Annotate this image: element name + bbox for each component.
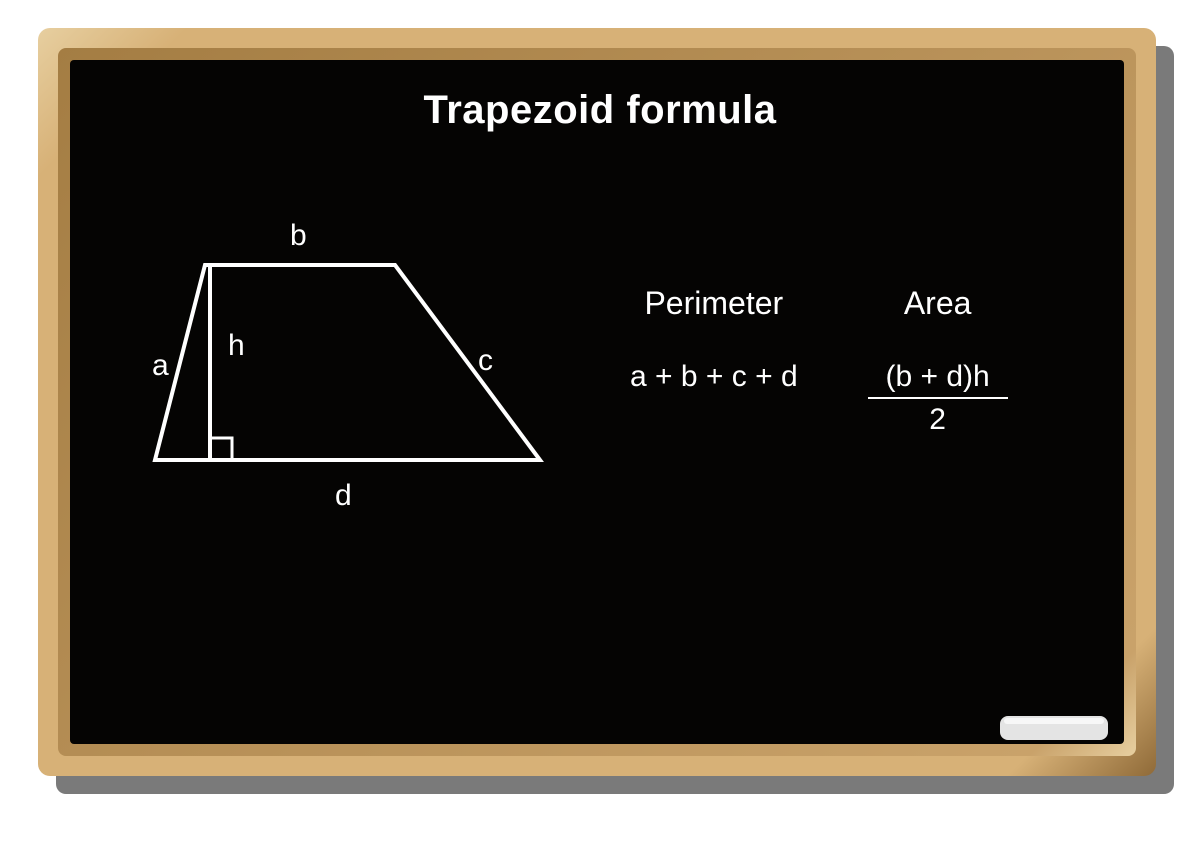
area-column: Area (b + d)h 2 bbox=[868, 285, 1008, 436]
area-denominator: 2 bbox=[929, 403, 946, 436]
label-d: d bbox=[335, 479, 352, 512]
perimeter-heading: Perimeter bbox=[644, 285, 783, 322]
area-numerator: (b + d)h bbox=[886, 360, 990, 393]
right-angle-marker bbox=[210, 438, 232, 460]
formulas-block: Perimeter a + b + c + d Area (b + d)h 2 bbox=[630, 285, 1008, 436]
label-b: b bbox=[290, 219, 307, 252]
area-heading: Area bbox=[904, 285, 972, 322]
page-title: Trapezoid formula bbox=[0, 88, 1200, 133]
perimeter-expression: a + b + c + d bbox=[630, 360, 798, 394]
trapezoid-diagram: a b c d h bbox=[110, 210, 570, 540]
chalk-stick bbox=[1000, 716, 1108, 740]
perimeter-column: Perimeter a + b + c + d bbox=[630, 285, 798, 394]
label-a: a bbox=[152, 349, 169, 382]
label-c: c bbox=[478, 344, 493, 377]
stage: Trapezoid formula a b c d h Perimeter a … bbox=[0, 0, 1200, 845]
label-h: h bbox=[228, 329, 245, 362]
area-fraction: (b + d)h 2 bbox=[868, 360, 1008, 436]
fraction-bar bbox=[868, 397, 1008, 399]
